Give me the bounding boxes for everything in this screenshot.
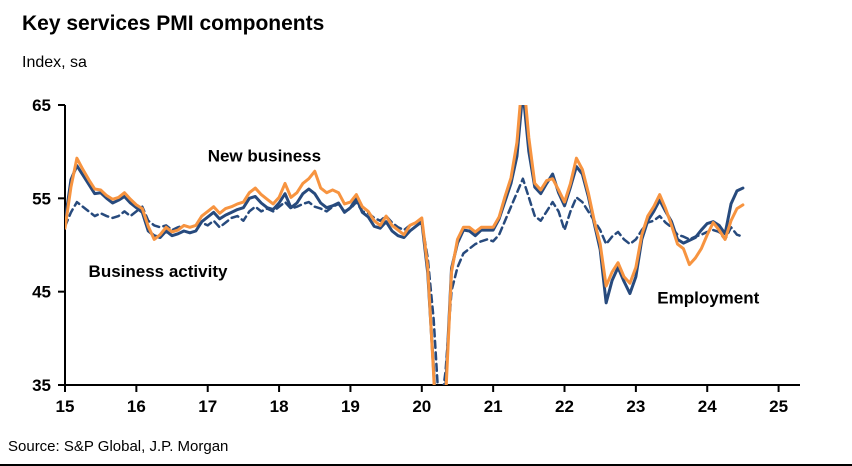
- series-employment: [65, 177, 745, 385]
- label-business-activity: Business activity: [89, 262, 228, 281]
- x-tick-label: 24: [698, 397, 717, 416]
- source-note: Source: S&P Global, J.P. Morgan: [8, 438, 229, 455]
- x-tick-label: 20: [412, 397, 431, 416]
- label-new-business: New business: [208, 146, 321, 165]
- y-tick-label: 45: [32, 283, 51, 302]
- series-new-business: [65, 105, 745, 385]
- x-tick-label: 18: [270, 397, 289, 416]
- y-tick-label: 35: [32, 376, 51, 395]
- x-tick-label: 21: [484, 397, 503, 416]
- bottom-divider: [0, 464, 852, 466]
- x-tick-label: 23: [626, 397, 645, 416]
- y-tick-label: 55: [32, 189, 51, 208]
- series-business-activity: [65, 105, 745, 385]
- x-tick-label: 17: [198, 397, 217, 416]
- x-tick-label: 25: [769, 397, 788, 416]
- x-tick-label: 22: [555, 397, 574, 416]
- label-employment: Employment: [657, 288, 759, 307]
- x-tick-label: 15: [56, 397, 75, 416]
- x-tick-label: 19: [341, 397, 360, 416]
- x-tick-label: 16: [127, 397, 146, 416]
- chart-title: Key services PMI components: [22, 12, 325, 35]
- chart-subtitle: Index, sa: [22, 54, 87, 71]
- y-tick-label: 65: [32, 96, 51, 115]
